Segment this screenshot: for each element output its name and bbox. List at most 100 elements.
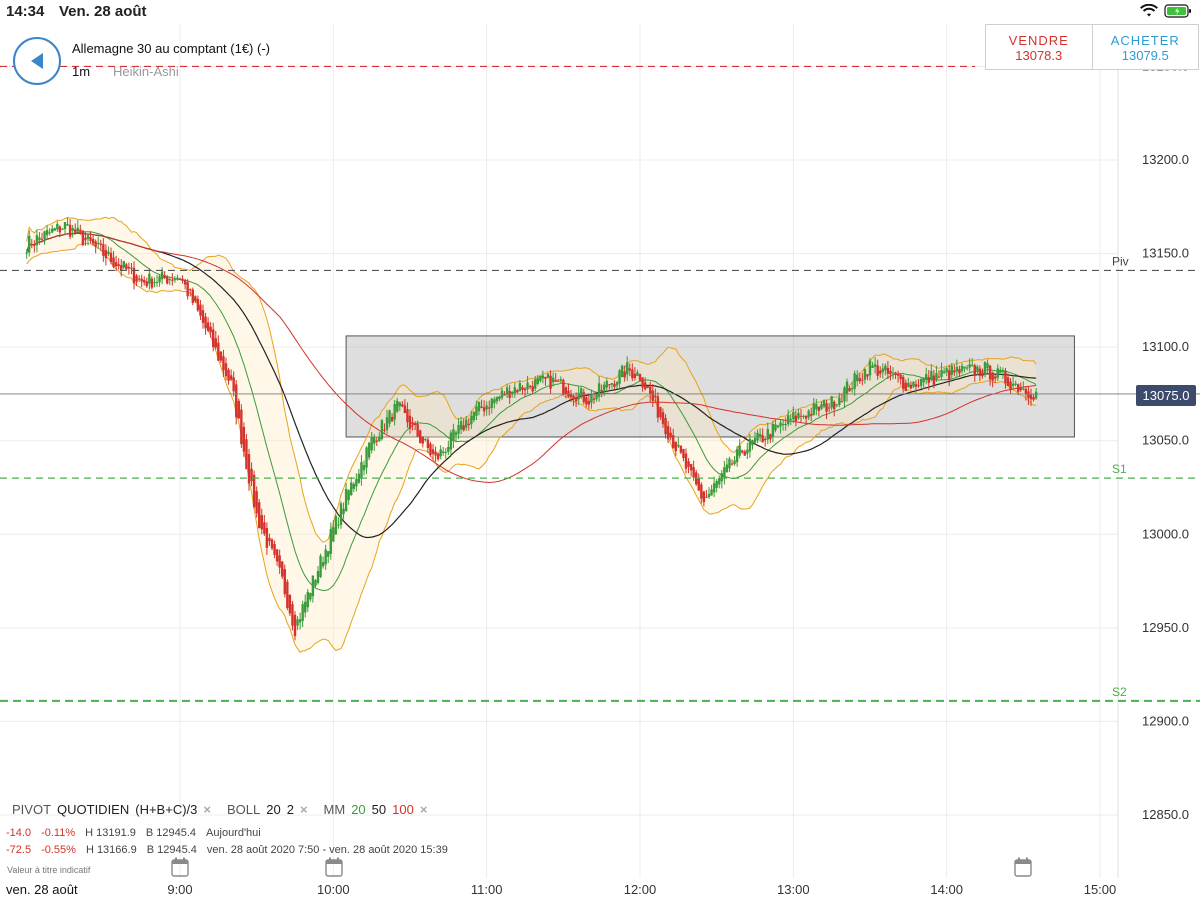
candle-body [769, 434, 772, 440]
candle-body [457, 425, 460, 434]
back-button[interactable] [13, 37, 61, 85]
candle-body [723, 467, 726, 478]
candle-body [186, 282, 189, 297]
candle-body [712, 483, 716, 493]
candle-body [45, 229, 49, 236]
mm-label: MM [323, 802, 346, 817]
candle-body [781, 424, 785, 426]
candle-body [278, 555, 281, 568]
candle-body [664, 417, 667, 435]
candle-body [329, 529, 332, 554]
candle-body [140, 278, 143, 282]
calendar-icon[interactable] [325, 857, 343, 877]
candle-body [651, 390, 654, 401]
candle-body [362, 465, 366, 471]
candle-body [697, 478, 700, 491]
candle-body [505, 387, 509, 395]
candle-body [528, 386, 532, 388]
candle-body [971, 364, 974, 366]
candle-body [485, 405, 488, 410]
battery-icon [1164, 4, 1191, 18]
instrument-name[interactable]: Allemagne 30 au comptant (1€) (-) [72, 41, 270, 56]
ma20-line [26, 231, 1037, 592]
candle-body [904, 382, 907, 391]
calendar-icon[interactable] [1014, 857, 1032, 877]
candle-body [787, 415, 790, 425]
candle-body [413, 423, 417, 426]
candle-body [817, 406, 821, 412]
y-tick-label: 13100.0 [1142, 339, 1189, 354]
candle-body [439, 449, 442, 457]
candle-body [339, 503, 343, 525]
timeframe-selector[interactable]: 1m [72, 64, 91, 79]
candle-body [725, 464, 729, 473]
y-tick-label: 13050.0 [1142, 433, 1189, 448]
x-tick-label: 12:00 [624, 882, 657, 897]
candle-body [498, 396, 501, 400]
candle-body [728, 458, 731, 469]
candle-body [334, 515, 338, 535]
candle-body [577, 392, 580, 400]
candle-body [751, 440, 754, 446]
status-bar: 14:34 Ven. 28 août [0, 0, 1200, 24]
candle-body [889, 370, 892, 375]
candle-body [204, 316, 207, 329]
candle-body [623, 371, 626, 378]
candle-body [436, 453, 440, 460]
sell-button[interactable]: VENDRE 13078.3 [986, 25, 1092, 69]
candle-body [940, 369, 943, 377]
candle-body [419, 430, 422, 443]
candle-body [541, 375, 545, 379]
candle-body [707, 493, 711, 498]
status-date: Ven. 28 août [59, 3, 147, 20]
buy-button[interactable]: ACHETER 13079.5 [1091, 25, 1199, 69]
candle-body [163, 275, 166, 279]
candle-body [638, 374, 642, 381]
candle-body [30, 244, 33, 246]
candle-body [544, 376, 547, 379]
candle-body [534, 379, 537, 389]
candle-body [689, 464, 693, 471]
candle-body [309, 592, 312, 600]
candle-body [574, 397, 578, 402]
candle-body [465, 419, 468, 428]
indicator-legend: PIVOT QUOTIDIEN (H+B+C)/3 × BOLL 20 2 × … [12, 802, 437, 817]
candle-body [659, 407, 662, 418]
remove-boll-button[interactable]: × [299, 802, 308, 817]
low-value: B 12945.4 [145, 827, 197, 839]
remove-pivot-button[interactable]: × [203, 802, 211, 817]
candle-body [403, 405, 407, 414]
candle-body [896, 373, 900, 376]
candle-body [51, 228, 54, 233]
candle-body [572, 395, 575, 400]
candle-body [201, 310, 205, 323]
candle-body [718, 478, 721, 485]
stats-range: -72.5 -0.55% H 13166.9 B 12945.4 ven. 28… [6, 844, 448, 856]
candle-body [595, 394, 598, 400]
candle-body [1032, 397, 1035, 400]
calendar-icon[interactable] [171, 857, 189, 877]
remove-mm-button[interactable]: × [419, 802, 428, 817]
buy-price: 13079.5 [1121, 48, 1169, 63]
candle-body [35, 235, 39, 246]
candle-body [656, 396, 660, 418]
candle-body [866, 374, 869, 377]
chart-type-selector[interactable]: Heikin-Ashi [113, 64, 179, 79]
candle-body [416, 424, 419, 437]
candle-body [209, 326, 212, 333]
candle-body [677, 444, 680, 447]
stats-today: -14.0 -0.11% H 13191.9 B 12945.4 Aujourd… [6, 827, 261, 839]
candle-body [615, 382, 619, 386]
candle-body [539, 375, 542, 381]
candle-body [393, 403, 396, 420]
candle-body [669, 432, 672, 438]
candle-body [1011, 383, 1015, 386]
candle-body [235, 384, 238, 418]
candle-body [97, 242, 100, 245]
candle-body [176, 277, 179, 280]
candle-body [820, 404, 823, 409]
candle-body [444, 452, 447, 454]
candle-body [408, 415, 412, 429]
candle-body [710, 489, 713, 496]
